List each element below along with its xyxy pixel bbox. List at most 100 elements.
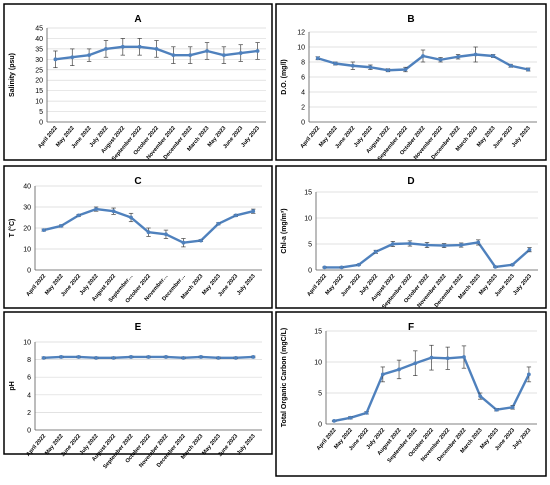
data-point bbox=[333, 61, 338, 66]
data-point bbox=[76, 355, 81, 359]
y-tick-label: 0 bbox=[301, 120, 305, 127]
y-tick-label: 0 bbox=[308, 268, 312, 275]
data-point bbox=[476, 240, 481, 245]
y-tick-label: 4 bbox=[27, 392, 31, 399]
data-point bbox=[216, 355, 221, 360]
data-point bbox=[456, 54, 460, 59]
y-tick-label: 10 bbox=[35, 99, 43, 106]
data-point bbox=[494, 407, 499, 412]
y-axis-label: Salinity (psu) bbox=[9, 53, 16, 97]
data-point bbox=[510, 405, 515, 410]
y-tick-label: 15 bbox=[304, 190, 312, 197]
data-point bbox=[70, 55, 75, 60]
y-tick-label: 2 bbox=[301, 105, 305, 112]
data-point bbox=[216, 221, 221, 226]
data-point bbox=[111, 355, 116, 360]
y-tick-label: 0 bbox=[27, 268, 31, 275]
panel-border bbox=[3, 311, 273, 455]
data-point bbox=[413, 361, 418, 366]
panel-border bbox=[275, 165, 547, 309]
data-point bbox=[59, 224, 64, 228]
panel-border bbox=[3, 3, 273, 161]
data-point bbox=[339, 265, 344, 270]
data-point bbox=[181, 240, 186, 245]
y-tick-label: 0 bbox=[318, 422, 322, 429]
data-point bbox=[41, 355, 46, 360]
data-point bbox=[510, 262, 515, 267]
data-point bbox=[129, 355, 133, 359]
data-point bbox=[181, 355, 186, 360]
data-point bbox=[53, 57, 58, 62]
data-point bbox=[425, 243, 429, 247]
y-tick-label: 12 bbox=[297, 30, 305, 37]
y-tick-label: 40 bbox=[35, 36, 43, 43]
data-point bbox=[198, 238, 203, 243]
data-point bbox=[397, 367, 401, 372]
data-point bbox=[403, 67, 408, 72]
data-point bbox=[171, 53, 176, 58]
data-point bbox=[164, 232, 168, 237]
y-tick-label: 0 bbox=[39, 120, 43, 127]
y-axis-label: pH bbox=[9, 381, 16, 390]
y-tick-label: 25 bbox=[35, 67, 43, 74]
y-tick-label: 8 bbox=[27, 357, 31, 364]
panel-border bbox=[3, 165, 273, 309]
y-tick-label: 35 bbox=[35, 46, 43, 53]
y-tick-label: 20 bbox=[23, 226, 31, 233]
data-point bbox=[205, 49, 209, 53]
data-point bbox=[368, 65, 373, 70]
y-tick-label: 45 bbox=[35, 26, 43, 33]
panel-title: A bbox=[134, 14, 141, 25]
data-point bbox=[322, 265, 327, 270]
data-point bbox=[462, 355, 466, 359]
data-point bbox=[137, 44, 142, 49]
y-tick-label: 15 bbox=[35, 88, 43, 95]
data-point bbox=[221, 53, 226, 58]
y-axis-label: D.O. (mg/l) bbox=[281, 59, 288, 94]
data-point bbox=[41, 228, 46, 233]
y-axis-label: Chl-a (mg/m³) bbox=[281, 208, 288, 253]
data-point bbox=[111, 209, 116, 214]
y-tick-label: 5 bbox=[318, 391, 322, 398]
data-point bbox=[459, 243, 464, 247]
data-point bbox=[526, 372, 531, 377]
y-tick-label: 40 bbox=[23, 184, 31, 191]
data-point bbox=[508, 63, 513, 68]
data-point bbox=[94, 355, 99, 360]
data-point bbox=[251, 355, 256, 359]
y-tick-label: 8 bbox=[301, 60, 305, 67]
data-point bbox=[94, 207, 99, 212]
data-point bbox=[348, 415, 353, 420]
y-tick-label: 6 bbox=[301, 75, 305, 82]
y-tick-label: 6 bbox=[27, 375, 31, 382]
y-tick-label: 5 bbox=[39, 109, 43, 116]
data-point bbox=[390, 242, 395, 246]
data-point bbox=[104, 46, 108, 51]
panel-title: C bbox=[134, 176, 141, 187]
data-point bbox=[233, 355, 238, 360]
data-point bbox=[438, 57, 443, 62]
y-tick-label: 10 bbox=[23, 247, 31, 254]
panel-title: F bbox=[408, 322, 414, 333]
data-point bbox=[526, 67, 531, 72]
data-point bbox=[129, 215, 133, 220]
panel-border bbox=[275, 311, 547, 477]
data-point bbox=[255, 49, 260, 53]
y-tick-label: 10 bbox=[314, 360, 322, 367]
panel-title: D bbox=[407, 176, 414, 187]
data-point bbox=[315, 56, 320, 61]
data-point bbox=[251, 209, 256, 214]
data-point bbox=[233, 213, 238, 218]
data-point bbox=[198, 355, 203, 359]
panel-title: B bbox=[407, 14, 414, 25]
data-point bbox=[442, 243, 446, 248]
panel-border bbox=[275, 3, 547, 161]
y-tick-label: 15 bbox=[314, 329, 322, 336]
y-tick-label: 4 bbox=[301, 90, 305, 97]
data-point bbox=[350, 63, 355, 68]
